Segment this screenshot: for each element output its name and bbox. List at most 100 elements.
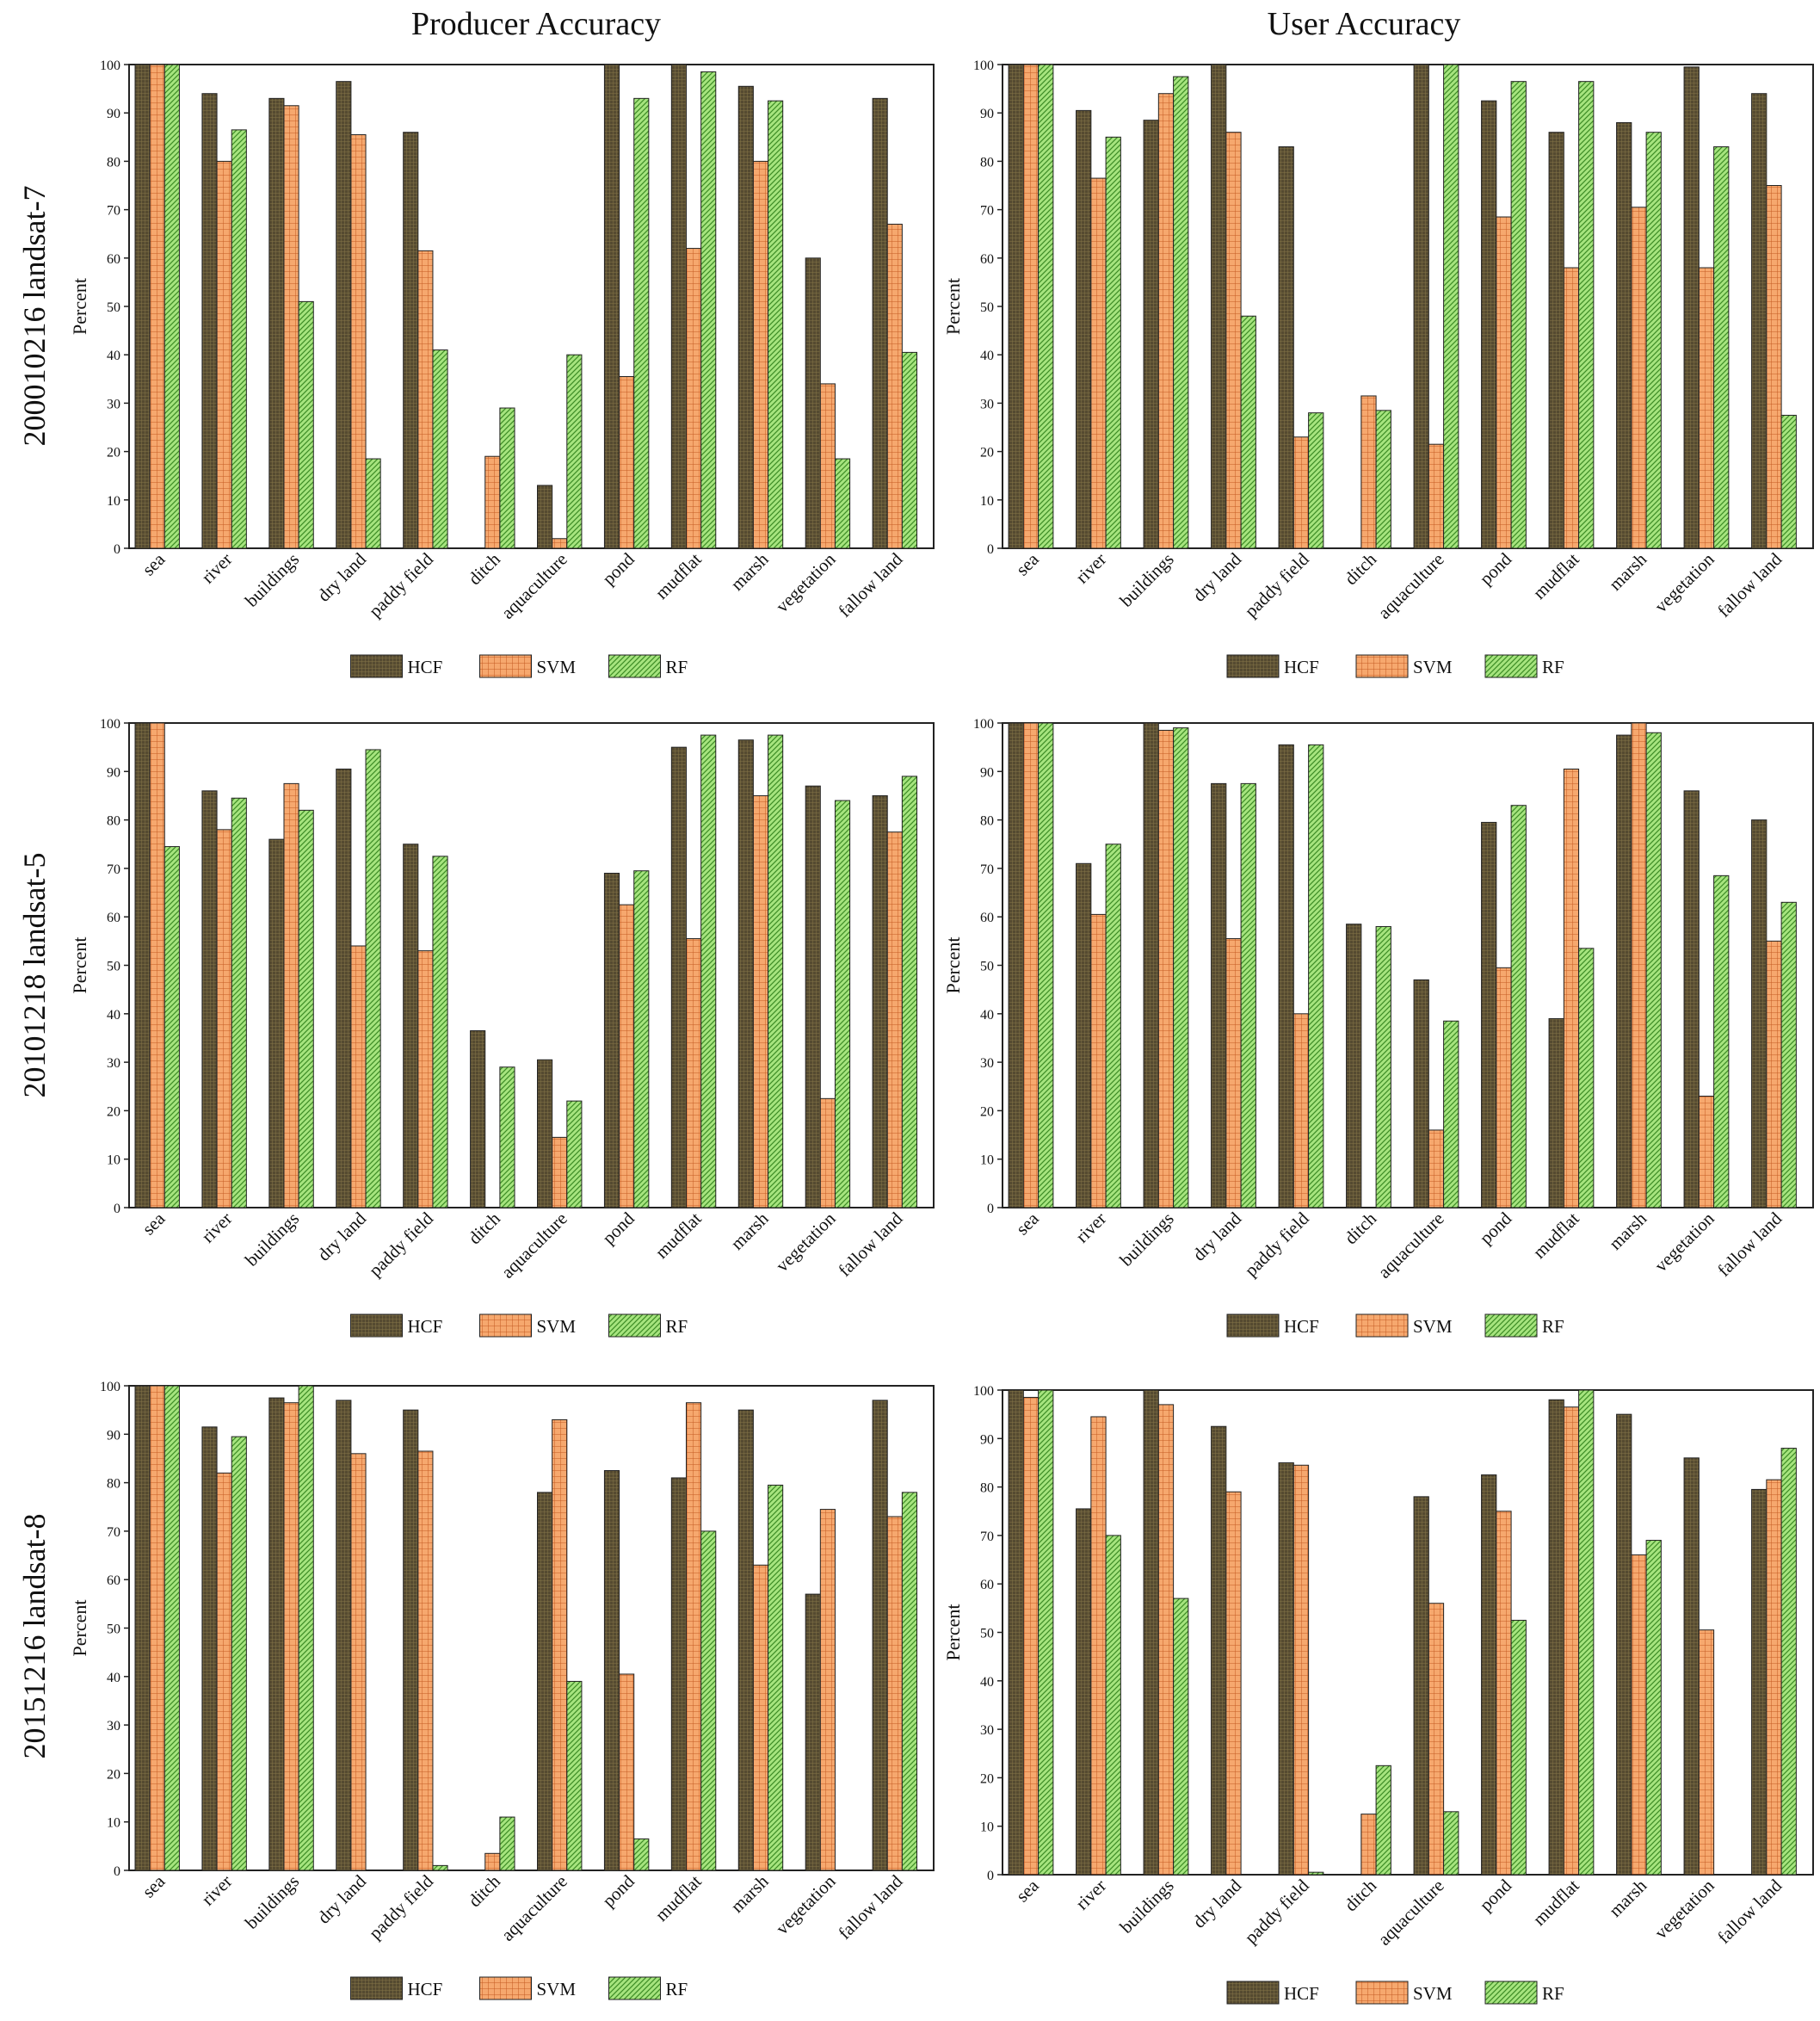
x-tick-label: aquaculture: [497, 1208, 571, 1282]
bar-svm-mudflat: [1563, 768, 1580, 1208]
bar-svm-vegetation: [819, 1509, 836, 1871]
bar-hcf-dry-land: [1211, 64, 1227, 549]
bar-hcf-ditch: [1346, 924, 1362, 1208]
bar-hcf-river: [201, 93, 218, 549]
y-tick-label: 80: [107, 1477, 120, 1492]
y-tick-label: 60: [107, 1573, 120, 1588]
legend-swatch-hcf: [1226, 654, 1280, 678]
y-tick-label: 10: [980, 1153, 994, 1168]
bar-svm-aquaculture: [552, 538, 568, 549]
y-tick-label: 40: [980, 1675, 994, 1690]
chart-panel-5: 0 10 20 30 40 50 60 70 80 90 100 Percent sea river bui…: [69, 1380, 935, 2000]
bar-svm-mudflat: [1563, 267, 1580, 549]
bar-svm-river: [216, 829, 232, 1208]
bar-hcf-dry-land: [336, 1400, 352, 1871]
legend-swatch-rf: [1484, 1313, 1538, 1338]
legend-label-rf: RF: [1542, 1983, 1564, 2004]
y-axis-label: Percent: [69, 278, 90, 335]
bar-rf-fallow-land: [1780, 1448, 1797, 1876]
legend-swatch-svm: [1355, 1313, 1409, 1338]
y-tick-label: 50: [107, 300, 120, 315]
legend-label-svm: SVM: [1413, 657, 1453, 677]
x-tick-label: buildings: [1115, 549, 1177, 611]
y-tick-label: 80: [107, 814, 120, 829]
bar-hcf-marsh: [1616, 734, 1632, 1208]
y-tick-label: 70: [980, 204, 994, 219]
bar-rf-paddy-field: [432, 349, 448, 549]
bar-rf-pond: [633, 97, 650, 549]
bar-svm-mudflat: [1563, 1406, 1580, 1876]
x-tick-label: vegetation: [772, 1208, 840, 1276]
bar-rf-buildings: [298, 809, 314, 1208]
bar-svm-vegetation: [1698, 267, 1715, 549]
bar-svm-mudflat: [685, 248, 702, 549]
y-tick-label: 40: [107, 1008, 120, 1023]
bar-svm-paddy-field: [417, 950, 434, 1208]
bar-rf-dry-land: [365, 458, 381, 549]
y-tick-label: 100: [973, 1384, 994, 1399]
bar-svm-fallow-land: [886, 1516, 903, 1871]
x-tick-label: marsh: [1605, 548, 1651, 595]
bar-rf-sea: [163, 64, 180, 549]
bar-rf-aquaculture: [1443, 1811, 1459, 1876]
chart-panel-4: 0 10 20 30 40 50 60 70 80 90 100 Percent sea river bui…: [942, 717, 1814, 1338]
legend-swatch-svm: [1355, 1981, 1409, 2005]
x-tick-label: marsh: [726, 1870, 773, 1917]
bar-svm-dry-land: [1225, 938, 1242, 1208]
y-tick-label: 20: [107, 446, 120, 460]
x-tick-label: ditch: [1341, 1208, 1381, 1248]
bar-hcf-paddy-field: [1278, 744, 1294, 1208]
x-tick-label: sea: [1012, 548, 1043, 579]
x-tick-label: mudflat: [1529, 1875, 1583, 1929]
bar-hcf-pond: [1481, 821, 1497, 1208]
y-axis-label: Percent: [69, 937, 90, 994]
x-tick-label: paddy field: [365, 548, 438, 621]
bar-hcf-dry-land: [336, 768, 352, 1208]
x-tick-label: ditch: [464, 548, 504, 589]
y-tick-label: 60: [980, 1578, 994, 1592]
bar-hcf-pond: [603, 64, 620, 549]
bar-rf-river: [1105, 136, 1121, 549]
bar-svm-river: [1090, 1416, 1107, 1876]
x-tick-label: river: [1071, 1876, 1110, 1914]
bar-hcf-fallow-land: [872, 794, 888, 1208]
x-tick-label: vegetation: [1650, 1875, 1718, 1943]
bar-svm-paddy-field: [1293, 1013, 1310, 1208]
bar-hcf-river: [1076, 1508, 1092, 1876]
bar-rf-fallow-land: [1780, 414, 1797, 549]
bar-hcf-dry-land: [1211, 1425, 1227, 1876]
x-tick-label: fallow land: [1713, 1208, 1786, 1281]
y-tick-label: 50: [980, 1627, 994, 1641]
bar-rf-fallow-land: [1780, 901, 1797, 1208]
x-tick-label: paddy field: [1241, 1208, 1314, 1281]
bar-hcf-marsh: [1616, 1413, 1632, 1876]
y-tick-label: 10: [980, 1820, 994, 1835]
bar-svm-dry-land: [1225, 1491, 1242, 1876]
bar-svm-paddy-field: [417, 250, 434, 549]
bar-hcf-buildings: [1143, 722, 1159, 1208]
x-tick-label: pond: [1476, 1875, 1516, 1915]
bar-rf-pond: [633, 1838, 650, 1871]
x-tick-label: sea: [1012, 1875, 1043, 1906]
bar-rf-river: [231, 1436, 247, 1871]
bar-rf-river: [1105, 1535, 1121, 1876]
bar-hcf-river: [1076, 109, 1092, 549]
bar-rf-sea: [1038, 1389, 1054, 1876]
legend-label-rf: RF: [1542, 657, 1564, 677]
y-tick-label: 50: [107, 1622, 120, 1637]
bar-svm-marsh: [752, 160, 769, 549]
bar-svm-fallow-land: [886, 831, 903, 1208]
y-tick-label: 60: [980, 252, 994, 267]
x-tick-label: river: [197, 1208, 236, 1247]
bar-hcf-dry-land: [1211, 782, 1227, 1208]
bar-svm-aquaculture: [1428, 443, 1445, 549]
bar-hcf-river: [201, 1426, 218, 1871]
x-tick-label: marsh: [726, 548, 773, 595]
y-tick-label: 80: [107, 155, 120, 170]
y-tick-label: 40: [107, 349, 120, 363]
bar-svm-marsh: [752, 1564, 769, 1871]
bar-hcf-buildings: [1143, 120, 1159, 549]
x-tick-label: sea: [138, 1870, 169, 1901]
y-tick-label: 90: [107, 107, 120, 121]
bar-svm-pond: [1496, 216, 1512, 549]
